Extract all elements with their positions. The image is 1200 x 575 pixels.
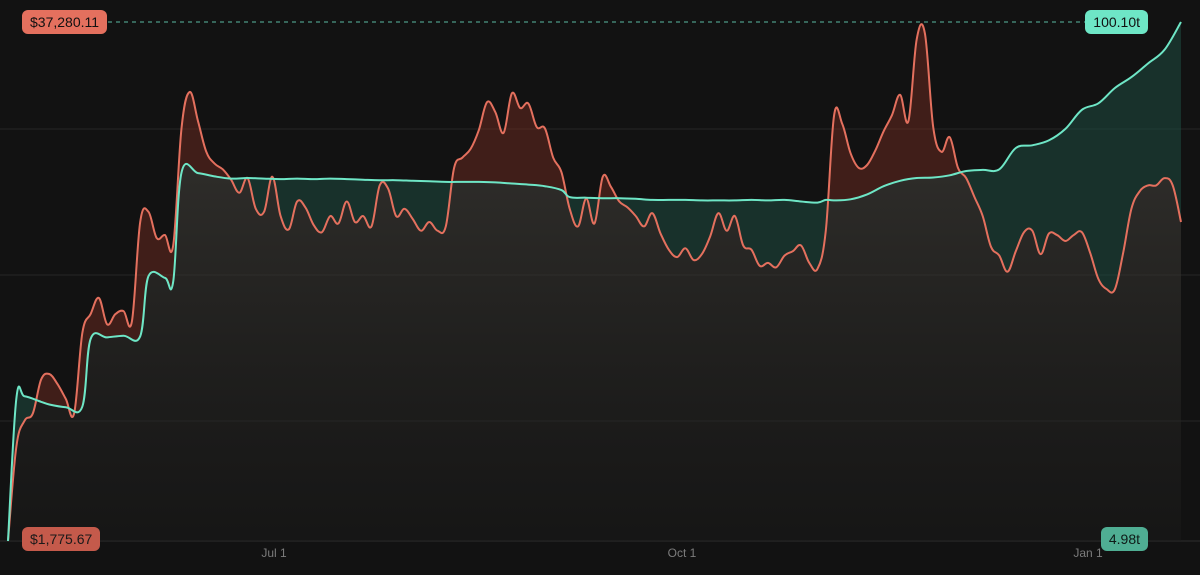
series-lines bbox=[7, 21, 1182, 542]
price-max-label: $37,280.11 bbox=[22, 10, 108, 34]
supply-max-label: 100.10t bbox=[1085, 10, 1148, 34]
supply-line bbox=[7, 21, 1182, 542]
x-tick-label: Oct 1 bbox=[667, 546, 697, 560]
base-fill-group bbox=[8, 24, 1181, 541]
x-tick-label: Jan 1 bbox=[1073, 546, 1103, 560]
x-tick-label: Jul 1 bbox=[261, 546, 287, 560]
price-line bbox=[7, 23, 1182, 542]
price-min-label: $1,775.67 bbox=[22, 527, 101, 551]
supply-min-label: 4.98t bbox=[1100, 527, 1148, 551]
base-area-fill bbox=[8, 24, 1181, 541]
